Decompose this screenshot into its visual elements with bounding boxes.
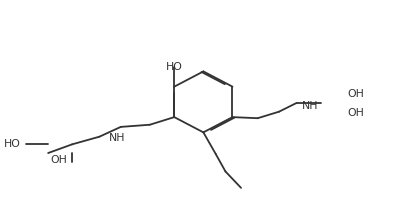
Text: OH: OH xyxy=(347,108,364,118)
Text: OH: OH xyxy=(51,155,68,164)
Text: HO: HO xyxy=(166,62,183,72)
Text: NH: NH xyxy=(302,101,319,111)
Text: NH: NH xyxy=(109,133,126,143)
Text: OH: OH xyxy=(347,89,364,99)
Text: HO: HO xyxy=(4,139,21,149)
